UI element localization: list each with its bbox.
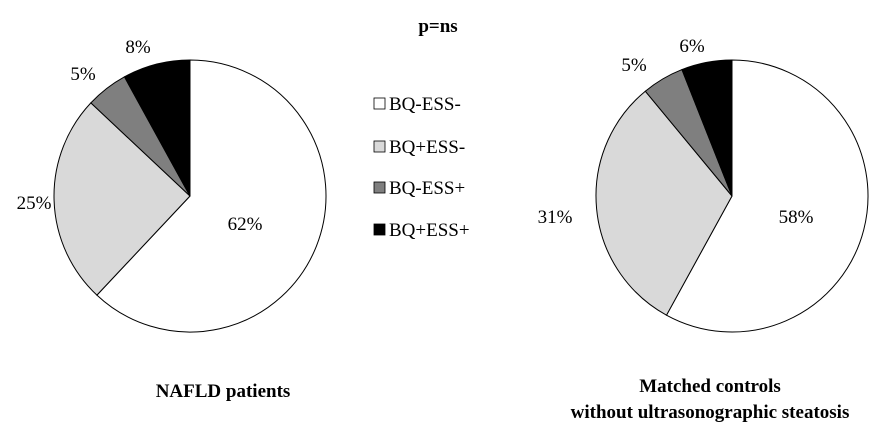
slice-data-label: 58% (779, 207, 814, 228)
chart-title-nafld: NAFLD patients (156, 381, 291, 402)
chart-title-controls: Matched controls (639, 376, 781, 397)
legend-swatch (373, 223, 386, 236)
pie-slice-bqposesspos (123, 59, 191, 197)
legend-entry: BQ-ESS- (373, 94, 461, 115)
slice-data-label: 5% (621, 55, 647, 76)
pie-chart-nafld: 62% 25% 5% 8% (17, 37, 327, 333)
slice-data-label: 31% (538, 207, 573, 228)
pie-chart-controls: 58% 31% 5% 6% (538, 36, 869, 333)
legend: BQ-ESS- BQ+ESS- BQ-ESS+ BQ+ESS+ (373, 94, 470, 241)
pie-slice-bqposessneg (595, 90, 733, 316)
legend-label: BQ-ESS- (389, 94, 461, 115)
pie-slice-bqposesspos (681, 59, 733, 197)
slice-data-label: 62% (228, 214, 263, 235)
legend-swatch (373, 181, 386, 194)
slice-data-label: 25% (17, 193, 52, 214)
pie-slice-bqnegessneg (665, 59, 869, 333)
legend-swatch (373, 140, 386, 153)
pie-slice-bqposessneg (53, 102, 191, 296)
slice-data-label: 6% (679, 36, 705, 57)
legend-entry: BQ+ESS+ (373, 220, 470, 241)
chart-subtitle-controls: without ultrasonographic steatosis (571, 402, 850, 423)
legend-label: BQ+ESS+ (389, 220, 470, 241)
legend-swatch (373, 97, 386, 110)
slice-data-label: 8% (125, 37, 151, 58)
legend-entry: BQ+ESS- (373, 137, 465, 158)
pie-slice-bqnegessneg (96, 59, 327, 333)
legend-entry: BQ-ESS+ (373, 178, 465, 199)
slice-data-label: 5% (70, 64, 96, 85)
p-value-annotation: p=ns (418, 16, 457, 37)
legend-label: BQ+ESS- (389, 137, 465, 158)
legend-label: BQ-ESS+ (389, 178, 465, 199)
